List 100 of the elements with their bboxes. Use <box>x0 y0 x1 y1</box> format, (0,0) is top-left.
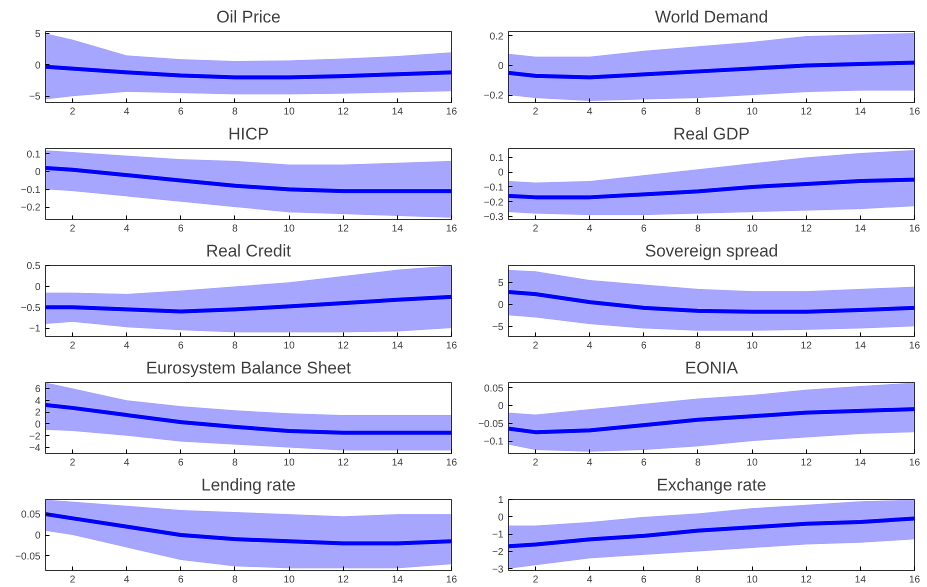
chart-title: Lending rate <box>201 476 296 494</box>
x-tick-label: 16 <box>446 574 458 586</box>
x-tick-label: 14 <box>392 458 404 468</box>
y-tick-label: −0.05 <box>15 551 41 562</box>
y-tick-label: 0.05 <box>484 383 504 394</box>
x-tick-label: 14 <box>854 340 866 352</box>
x-tick-label: 10 <box>284 340 296 352</box>
x-tick-label: 6 <box>178 224 184 234</box>
x-tick-label: 12 <box>800 458 812 468</box>
x-tick-label: 14 <box>854 458 866 468</box>
x-tick-label: 2 <box>532 340 539 352</box>
y-tick-label: −0.5 <box>20 302 41 314</box>
x-tick-label: 2 <box>70 458 76 468</box>
x-tick-label: 12 <box>800 106 812 118</box>
x-tick-label: 6 <box>641 574 648 586</box>
y-tick-label: 0 <box>34 419 41 430</box>
x-tick-label: 6 <box>178 574 184 586</box>
x-tick-label: 6 <box>178 458 184 468</box>
y-tick-label: 4 <box>34 396 41 407</box>
y-tick-label: −0.2 <box>484 197 504 208</box>
x-tick-label: 6 <box>178 340 184 352</box>
x-tick-label: 8 <box>232 340 238 352</box>
x-tick-label: 2 <box>70 224 76 234</box>
x-tick-label: 4 <box>586 106 593 118</box>
x-tick-label: 8 <box>232 458 238 468</box>
x-tick-label: 8 <box>695 106 702 118</box>
y-tick-label: −5 <box>29 92 41 103</box>
x-tick-label: 4 <box>124 106 130 118</box>
x-tick-label: 16 <box>446 224 458 234</box>
x-tick-label: 16 <box>446 340 458 352</box>
x-tick-label: 8 <box>232 574 238 586</box>
x-tick-label: 4 <box>586 340 593 352</box>
x-tick-label: 14 <box>854 106 866 118</box>
chart-title: Eurosystem Balance Sheet <box>146 358 352 378</box>
x-tick-label: 6 <box>641 340 648 352</box>
x-tick-label: 4 <box>586 574 593 586</box>
x-tick-label: 12 <box>338 224 350 234</box>
x-tick-label: 10 <box>284 574 296 586</box>
y-tick-label: 0 <box>34 282 41 293</box>
x-tick-label: 4 <box>124 574 130 586</box>
x-tick-label: 2 <box>70 574 76 586</box>
y-tick-label: 0 <box>498 512 504 524</box>
x-tick-label: 4 <box>124 458 130 468</box>
x-tick-label: 14 <box>392 340 404 352</box>
chart-title: EONIA <box>685 358 739 378</box>
x-tick-label: 12 <box>800 340 812 352</box>
x-tick-label: 4 <box>586 458 593 468</box>
x-tick-label: 12 <box>800 574 812 586</box>
x-tick-label: 2 <box>70 340 76 352</box>
y-tick-label: 0.1 <box>490 152 504 164</box>
x-tick-label: 2 <box>532 224 539 234</box>
x-tick-label: 16 <box>446 106 458 118</box>
y-tick-label: −1 <box>29 324 41 335</box>
x-tick-label: 10 <box>284 224 296 234</box>
y-tick-label: 0.05 <box>21 510 41 521</box>
x-tick-label: 8 <box>695 340 702 352</box>
x-tick-label: 6 <box>641 458 648 468</box>
chart-title: Sovereign spread <box>644 242 778 260</box>
y-tick-label: −1 <box>492 530 504 541</box>
x-tick-label: 16 <box>908 458 920 468</box>
x-tick-label: 14 <box>854 224 866 234</box>
y-tick-label: 0.2 <box>490 31 504 42</box>
x-tick-label: 10 <box>746 574 758 586</box>
x-tick-label: 6 <box>641 224 648 234</box>
y-tick-label: 0 <box>498 168 504 179</box>
x-tick-label: 16 <box>908 224 920 234</box>
y-tick-label: −2 <box>492 546 504 558</box>
x-tick-label: 4 <box>124 340 130 352</box>
x-tick-label: 12 <box>338 574 350 586</box>
x-tick-label: 2 <box>532 458 539 468</box>
y-tick-label: 6 <box>34 384 41 395</box>
y-tick-label: 0 <box>34 530 41 542</box>
y-tick-label: 0 <box>498 401 504 412</box>
y-tick-label: 5 <box>34 28 41 40</box>
x-tick-label: 16 <box>908 574 920 586</box>
chart-title: World Demand <box>654 8 768 26</box>
x-tick-label: 2 <box>70 106 76 118</box>
x-tick-label: 16 <box>908 106 920 118</box>
y-tick-label: 0.1 <box>26 149 41 160</box>
x-tick-label: 4 <box>586 224 593 234</box>
y-tick-label: −4 <box>29 443 41 454</box>
y-tick-label: −0.1 <box>484 436 504 448</box>
x-tick-label: 14 <box>392 106 404 118</box>
x-tick-label: 12 <box>800 224 812 234</box>
y-tick-label: 1 <box>498 495 504 506</box>
y-tick-label: −0.2 <box>20 202 41 214</box>
x-tick-label: 6 <box>641 106 648 118</box>
x-tick-label: 4 <box>124 224 130 234</box>
y-tick-label: −0.3 <box>484 212 504 224</box>
x-tick-label: 8 <box>695 224 702 234</box>
chart-title: Oil Price <box>216 8 281 26</box>
x-tick-label: 6 <box>178 106 184 118</box>
chart-title: Exchange rate <box>656 476 766 494</box>
x-tick-label: 8 <box>695 574 702 586</box>
x-tick-label: 2 <box>532 106 539 118</box>
chart-title: Real Credit <box>206 242 292 260</box>
x-tick-label: 12 <box>338 340 350 352</box>
y-tick-label: −0.1 <box>484 182 504 194</box>
y-tick-label: −3 <box>492 564 504 576</box>
y-tick-label: −0.05 <box>478 418 504 430</box>
